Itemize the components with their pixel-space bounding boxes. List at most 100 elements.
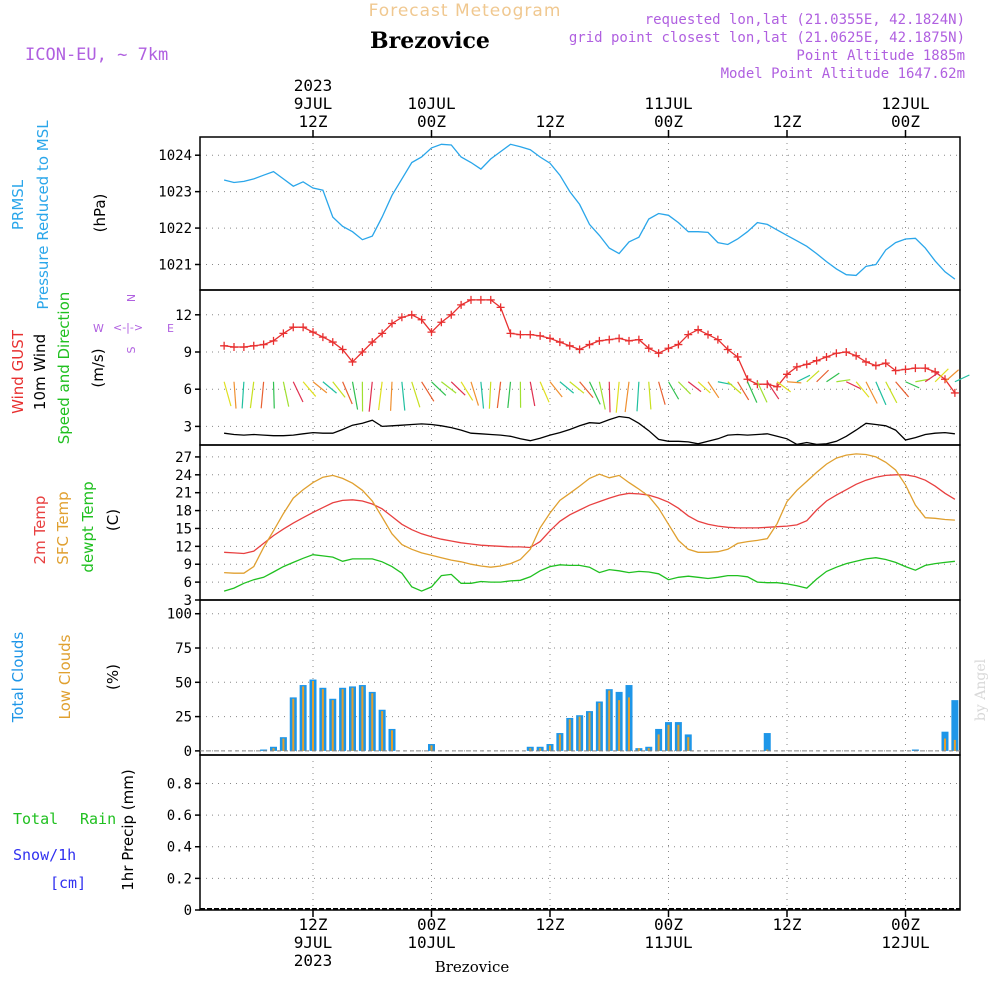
gust-marker [299,323,308,332]
low-clouds-label: Low Clouds [56,634,74,719]
y-tick-label: 1021 [158,258,192,274]
gust-marker [891,366,900,375]
gust-marker [852,351,861,360]
wind-arrow [249,381,255,409]
gust-marker [575,345,584,354]
y-tick-label: 27 [175,450,192,466]
wind-arrow [233,381,237,409]
bar-total [763,733,771,751]
bar-low [381,711,384,751]
wind-arrow [441,381,457,394]
wind-arrow [260,381,265,409]
bar-low [272,748,275,751]
time-label-bottom: 9JUL [294,933,333,952]
time-label-bottom: 00Z [417,915,446,934]
wind-arrow [944,369,960,383]
wind-arrow [470,381,480,406]
y-tick-label: 50 [175,675,192,691]
wind-arrow [855,381,870,398]
time-label-top: 00Z [417,112,446,131]
gust-marker [526,330,535,339]
gust-marker [496,303,505,312]
svg-text:S: S [125,346,138,353]
bar-low [766,749,769,751]
prmsl-label: PRMSL [9,179,27,230]
wind-arrow [786,381,802,384]
gust-marker [348,357,357,366]
gust-marker [358,348,367,356]
gust-marker [783,370,791,379]
bar-low [608,690,611,751]
time-label-top: 12Z [299,112,328,131]
gust-marker [733,352,742,361]
wind-arrow [658,381,666,405]
y-tick-label: 24 [175,468,192,484]
bar-low [391,730,393,751]
wind-arrow [480,381,485,409]
location-title: Brezovice [370,28,490,54]
gust-marker [407,310,416,319]
bar-low [628,697,630,751]
gust-marker [486,295,495,304]
svg-text:N: N [125,294,138,302]
prmsl-desc-label: Pressure Reduced to MSL [34,120,52,310]
cloud-unit-label: (%) [104,664,122,690]
gust-marker [625,336,633,345]
gust-marker [555,338,564,347]
gust-marker [723,345,732,354]
gust-marker [911,364,920,373]
wind-arrow [312,381,328,394]
gust-marker [417,315,426,324]
bar-low [687,737,690,751]
tsfc-label: SFC Temp [54,491,72,564]
wind-arrow [579,381,594,398]
panel-frame [199,444,961,601]
gust-marker [871,361,880,370]
gust-marker [279,329,288,338]
y-tick-label: 0.2 [167,871,192,887]
wind-arrow [539,381,550,403]
series-sfc-temp [224,453,955,574]
gust-marker [901,365,910,374]
wind-arrow [707,381,720,399]
gust-marker [634,335,643,344]
y-tick-label: 15 [175,521,192,537]
time-label-top: 12Z [773,112,802,131]
gust-marker [309,328,317,337]
svg-text:W: W [93,322,104,335]
wind-arrow [460,381,474,401]
svg-text:<-|->: <-|-> [113,321,143,334]
gust-marker [792,362,801,371]
wind-arrow [648,381,652,410]
gust-marker [546,334,554,343]
bar-low [647,748,650,751]
wind-compass: N W <-|-> E S [93,294,174,354]
y-tick-label: 0.6 [167,808,192,824]
bar-low [944,738,946,751]
wind-arrow [737,381,750,401]
temp-unit-label: (C) [104,509,122,531]
gust-marker [368,338,377,347]
wind-arrow [816,369,829,383]
bar-low [539,748,542,751]
bar-low [953,739,956,751]
wind-arrow [421,381,435,402]
wind-arrow [351,381,359,410]
wind-arrow [766,381,780,400]
bar-low [637,748,640,751]
wind-arrow [368,381,373,412]
gust-marker [328,338,337,347]
gust-marker [239,343,248,352]
bar-low [549,745,551,751]
gust-marker [476,295,485,304]
wind-arrow [905,381,920,389]
wind-arrow [885,381,898,404]
wind-arrow [615,381,620,413]
series-2m-temp [224,474,956,555]
total-rain-label-a: Total [13,810,58,828]
gust-marker [259,340,268,349]
wind-arrow [411,381,421,408]
wind-arrow [608,381,611,413]
gust-marker [674,340,683,349]
y-tick-label: 21 [175,486,192,502]
